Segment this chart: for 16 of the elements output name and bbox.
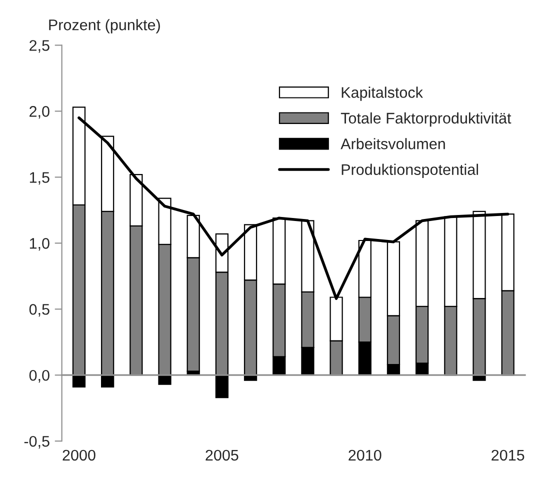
y-axis-title: Prozent (punkte) (49, 19, 160, 34)
x-tick-label: 2015 (492, 450, 524, 461)
y-tick-label: 2,5 (30, 40, 50, 53)
legend-label: Kapitalstock (342, 86, 423, 101)
legend-label: Produktionspotential (342, 164, 478, 178)
y-tick-label: 2,0 (30, 106, 50, 119)
legend-label: Arbeitsvolumen (340, 138, 445, 150)
y-tick-label: -0,5 (24, 436, 50, 449)
y-tick-label: 0,0 (29, 370, 50, 383)
y-tick-label: 1,5 (30, 172, 50, 185)
y-tick-label: 1,0 (30, 238, 50, 251)
x-tick-label: 2010 (348, 450, 382, 461)
y-tick-label: 0,5 (29, 304, 50, 317)
legend-label: Totale Faktorproduktivität (340, 112, 512, 127)
x-tick-label: 2005 (206, 450, 238, 461)
x-tick-label: 2000 (62, 450, 96, 461)
